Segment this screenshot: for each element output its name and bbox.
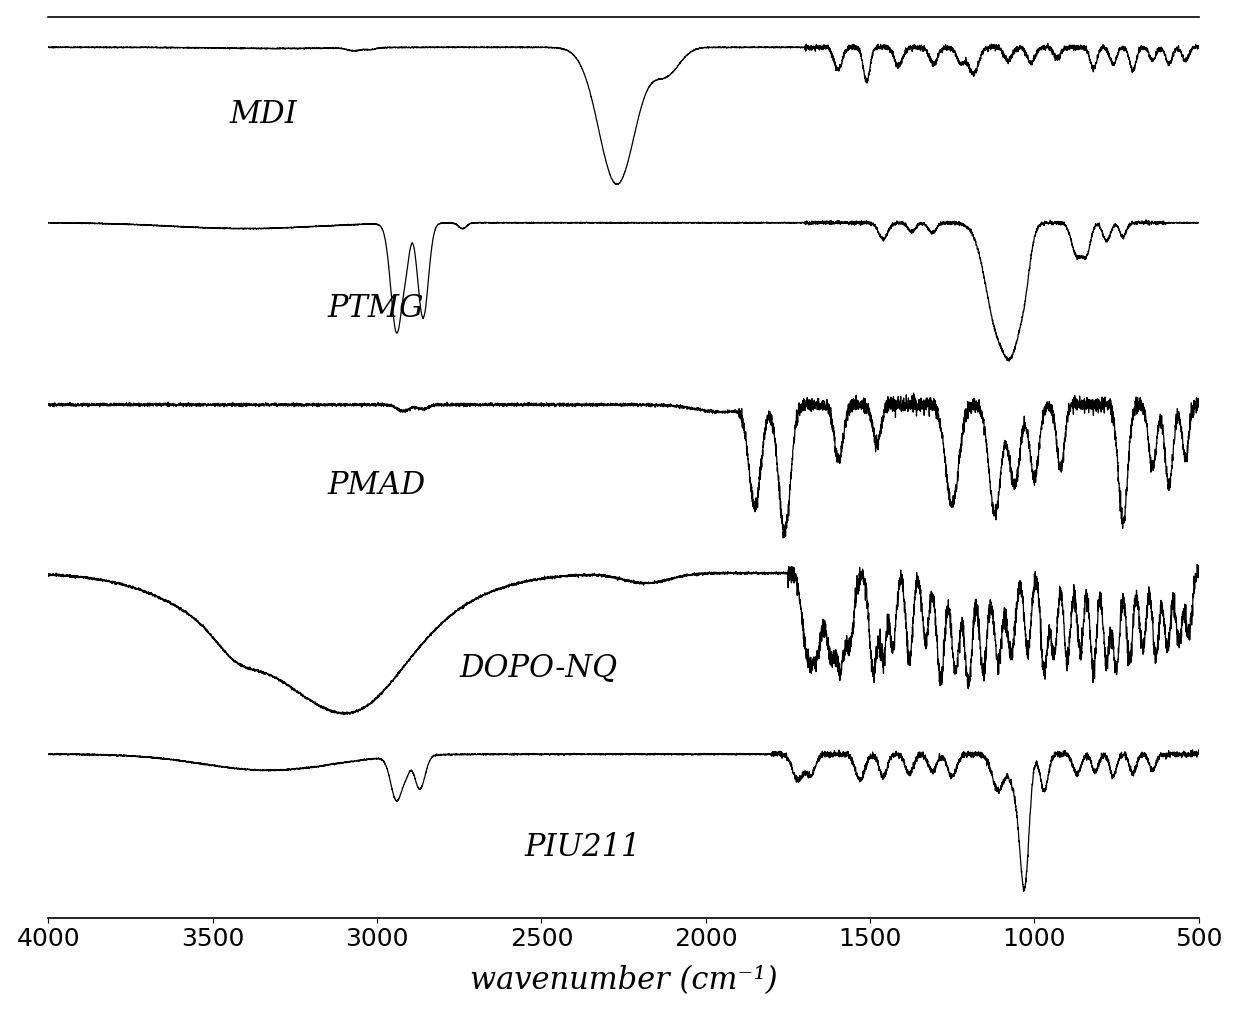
Text: PMAD: PMAD xyxy=(328,470,426,500)
X-axis label: wavenumber (cm⁻¹): wavenumber (cm⁻¹) xyxy=(470,965,777,997)
Text: PTMG: PTMG xyxy=(328,293,424,324)
Text: PIU211: PIU211 xyxy=(525,832,642,863)
Text: MDI: MDI xyxy=(229,98,297,130)
Text: DOPO-NQ: DOPO-NQ xyxy=(460,651,617,683)
